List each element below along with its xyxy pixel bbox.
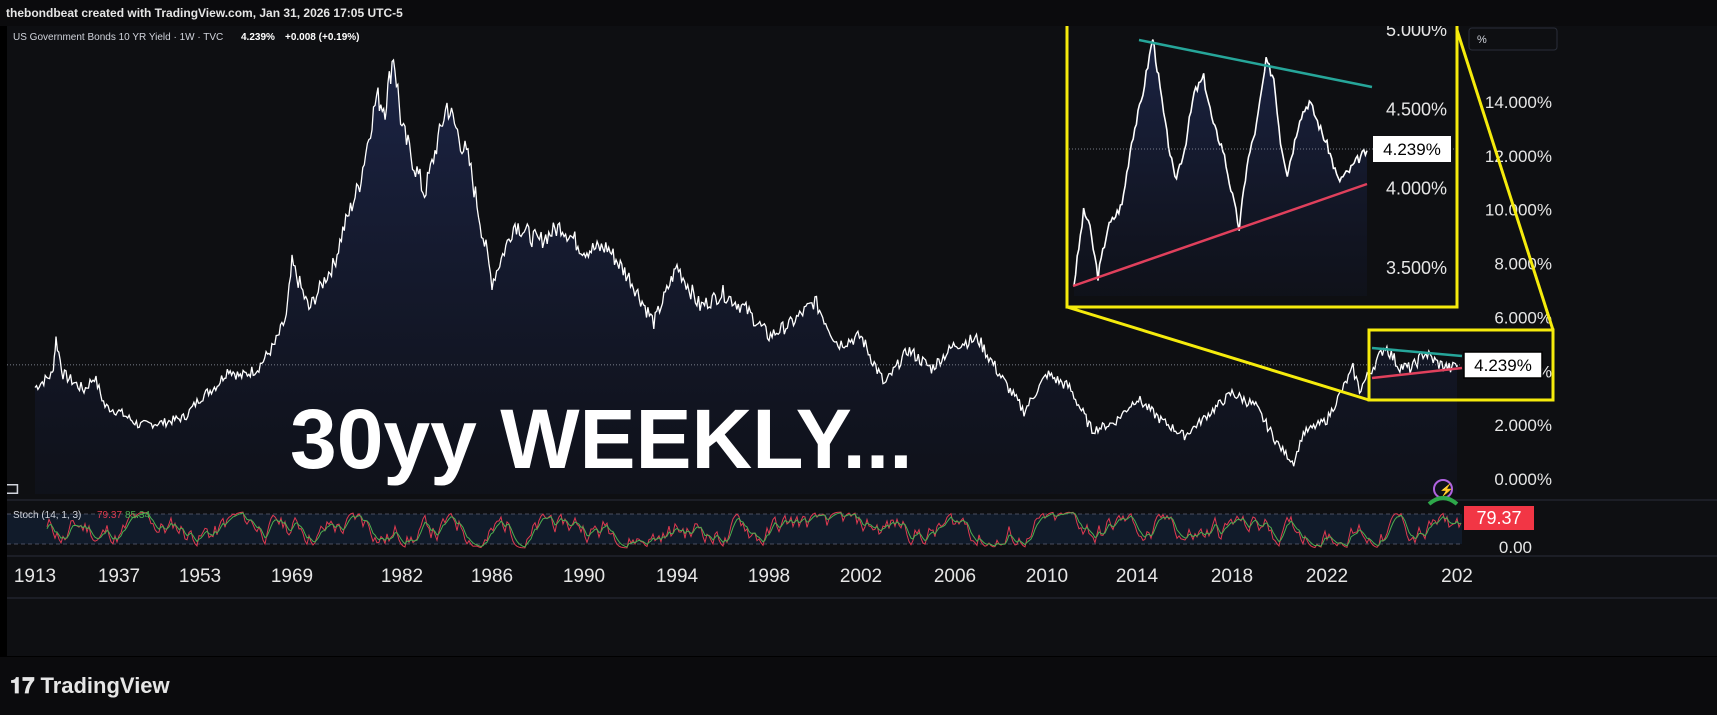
x-tick-label: 1986 xyxy=(471,566,513,587)
main-plot xyxy=(7,58,1462,494)
stoch-axis-label: 0.00 xyxy=(1499,538,1532,557)
svg-text:⚡: ⚡ xyxy=(1439,483,1454,497)
stoch-legend: Stoch (14, 1, 3) 79.37 85.34 xyxy=(13,510,150,521)
x-tick-label: 2006 xyxy=(934,566,976,587)
weekly-annotation: 30yy WEEKLY... xyxy=(290,392,913,486)
x-tick-label: 2014 xyxy=(1116,566,1159,587)
x-tick-label: 1913 xyxy=(14,566,56,587)
alert-icon: ⚡ xyxy=(1427,479,1459,506)
last-value: 4.239% xyxy=(241,32,275,43)
x-axis[interactable]: 1913 1937 1953 1969 1982 1986 1990 1994 1998 2002… xyxy=(7,555,1717,599)
x-tick-label: 1998 xyxy=(748,566,790,587)
recent-support-line xyxy=(1371,366,1463,380)
yield-line xyxy=(34,58,1458,467)
y-tick-label: 0.000% xyxy=(1494,470,1552,489)
scale-percent-label: % xyxy=(1477,34,1487,46)
chart-canvas[interactable]: US Government Bonds 10 YR Yield · 1W · T… xyxy=(5,15,1717,656)
recent-resistance-line xyxy=(1371,346,1463,358)
inset-y-tick-label: 4.000% xyxy=(1386,179,1447,199)
brand-text: TradingView xyxy=(40,673,170,698)
x-tick-label: 1969 xyxy=(271,566,313,587)
stoch-d-line xyxy=(46,512,1462,548)
inset-line xyxy=(1073,39,1368,286)
inset-y-tick-label: 5.000% xyxy=(1386,26,1447,40)
recent-box xyxy=(1367,328,1555,402)
attribution-bar: thebondbeat created with TradingView.com… xyxy=(0,0,1717,26)
stoch-band xyxy=(7,514,1462,544)
tradingview-mark-icon: 𝟏𝟕 xyxy=(10,673,35,698)
y-tick-label: 12.000% xyxy=(1485,147,1552,166)
price-label-text: 4.239% xyxy=(1474,356,1532,375)
x-tick-label: 1994 xyxy=(656,566,699,587)
inset-y-tick-label: 4.500% xyxy=(1386,99,1447,119)
tradingview-logo[interactable]: 𝟏𝟕 TradingView xyxy=(10,673,170,699)
scale-percent-button[interactable]: % xyxy=(1468,27,1558,51)
x-tick-label: 2010 xyxy=(1026,566,1068,587)
x-tick-label: 2018 xyxy=(1211,566,1253,587)
change-value: +0.008 (+0.19%) xyxy=(285,32,360,43)
inset-zoom: 3.500% 4.000% 4.500% 5.000% 4.239% xyxy=(1065,15,1555,402)
price-label: 4.239% xyxy=(1463,351,1543,379)
inset-area xyxy=(1074,39,1367,296)
stoch-k-value: 79.37 xyxy=(97,510,122,521)
inset-y-tick-label: 3.500% xyxy=(1386,258,1447,278)
svg-text:Stoch (14, 1, 3): Stoch (14, 1, 3) xyxy=(13,510,81,521)
inset-price-label: 4.239% xyxy=(1373,136,1451,162)
x-tick-label: 202 xyxy=(1441,566,1473,587)
x-tick-label: 2022 xyxy=(1306,566,1348,587)
stoch-value-badge: 79.37 xyxy=(1464,506,1534,530)
x-tick-label: 1990 xyxy=(563,566,605,587)
symbol-legend: US Government Bonds 10 YR Yield · 1W · T… xyxy=(13,32,360,43)
x-tick-label: 2002 xyxy=(840,566,882,587)
x-tick-label: 1937 xyxy=(98,566,140,587)
y-tick-label: 6.000% xyxy=(1494,308,1552,327)
inset-resistance-line xyxy=(1138,38,1373,89)
svg-text:79.37: 79.37 xyxy=(1476,508,1521,528)
inset-price-label-text: 4.239% xyxy=(1383,140,1441,159)
recent-highlight-box: 4.239% xyxy=(1367,328,1555,402)
cursor-tool-icon[interactable]: ⊐ xyxy=(5,478,20,498)
y-tick-label: 10.000% xyxy=(1485,201,1552,220)
x-tick-label: 1953 xyxy=(179,566,221,587)
y-tick-label: 8.000% xyxy=(1494,255,1552,274)
connector-line xyxy=(1455,29,1555,331)
y-tick-label: 2.000% xyxy=(1494,416,1552,435)
stoch-d-value: 85.34 xyxy=(125,510,150,521)
x-tick-label: 1982 xyxy=(381,566,423,587)
connector-line xyxy=(1066,305,1370,402)
y-tick-label: 14.000% xyxy=(1485,93,1552,112)
alert-arc xyxy=(1427,496,1459,506)
chart-frame[interactable]: US Government Bonds 10 YR Yield · 1W · T… xyxy=(5,15,1717,656)
attribution-text: thebondbeat created with TradingView.com… xyxy=(6,6,403,20)
footer: 𝟏𝟕 TradingView xyxy=(0,657,1717,715)
yield-area xyxy=(35,60,1457,494)
stochastic-pane[interactable]: Stoch (14, 1, 3) 79.37 85.34 79.370.00⚡ xyxy=(7,479,1717,557)
inset-support-line xyxy=(1072,182,1368,288)
symbol-name: US Government Bonds 10 YR Yield · 1W · T… xyxy=(13,32,223,43)
main-y-axis[interactable]: 0.000%2.000%4.000%6.000%8.000%10.000%12.… xyxy=(1485,93,1552,489)
